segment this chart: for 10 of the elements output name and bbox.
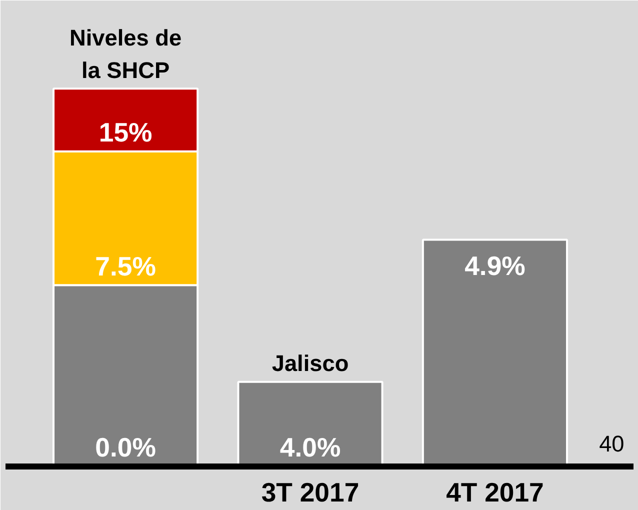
annotation: 4.0%	[280, 432, 341, 463]
annotation: Jalisco	[272, 350, 349, 376]
annotation: 4.9%	[464, 251, 526, 282]
annotation: 7.5%	[95, 251, 156, 282]
annotation: 0.0%	[95, 432, 156, 463]
annotation: 15%	[98, 118, 152, 148]
text: Niveles de la SHCP	[70, 24, 182, 83]
x-tick-label: 4T 2017	[446, 478, 544, 508]
annotation: 40	[599, 430, 624, 456]
x-tick-label: 3T 2017	[261, 478, 360, 508]
